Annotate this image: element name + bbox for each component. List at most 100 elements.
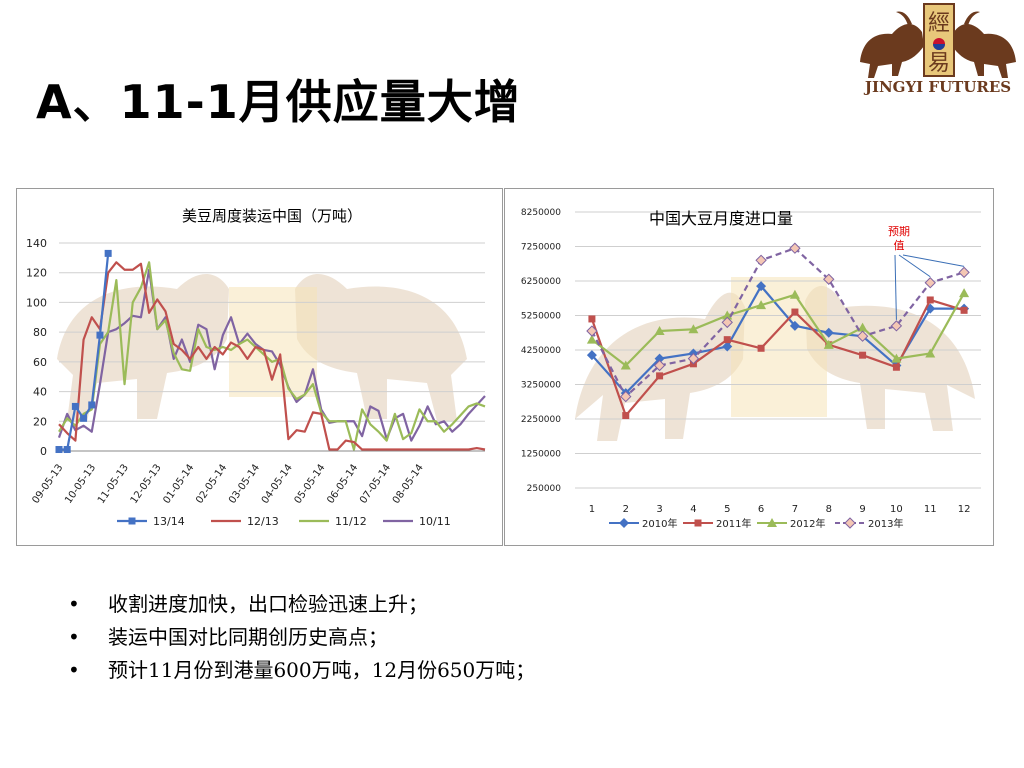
x-tick-label: 03-05-14 <box>227 462 262 505</box>
data-point <box>755 254 767 267</box>
legend-marker <box>844 517 856 529</box>
series-11-12 <box>58 261 486 451</box>
x-tick-label: 6 <box>758 504 764 515</box>
data-point <box>80 414 88 422</box>
legend-label: 10/11 <box>419 515 451 528</box>
data-point <box>789 242 801 254</box>
series-2012年 <box>586 288 970 370</box>
data-point <box>588 315 596 323</box>
y-tick-label: 4250000 <box>521 346 561 356</box>
annotation-arrow <box>902 254 965 267</box>
legend-label: 2012年 <box>790 517 825 530</box>
series-line <box>590 247 965 398</box>
x-tick-label: 06-05-14 <box>325 462 360 505</box>
logo-glyph-1: 經 <box>928 11 950 36</box>
data-point <box>653 359 666 372</box>
data-point <box>55 446 63 454</box>
data-point <box>857 322 868 332</box>
y-tick-label: 8250000 <box>521 208 561 218</box>
series-2011年 <box>588 296 968 420</box>
data-point <box>856 330 869 342</box>
data-point <box>925 348 936 358</box>
y-tick-label: 1250000 <box>521 450 561 460</box>
data-point <box>656 372 664 380</box>
y-tick-label: 20 <box>33 415 47 428</box>
x-tick-label: 11 <box>924 504 937 515</box>
data-point <box>586 325 598 337</box>
data-point <box>586 334 597 344</box>
legend-marker <box>694 519 702 527</box>
data-point <box>791 308 799 316</box>
slide-title: A、11-1月供应量大增 <box>36 75 521 129</box>
data-point <box>722 310 733 320</box>
x-tick-label: 09-05-13 <box>30 462 65 505</box>
annotation-arrow <box>894 254 897 320</box>
y-tick-label: 60 <box>33 356 47 369</box>
data-point <box>63 446 71 454</box>
annotation-label: 预期 <box>888 225 910 238</box>
x-tick-label: 1 <box>589 504 595 515</box>
series-10-11 <box>57 268 486 442</box>
data-point <box>654 326 665 336</box>
x-tick-label: 10-05-13 <box>63 462 98 505</box>
series-2013年 <box>586 242 970 403</box>
monthly-import-plot: 250000 1250000 2250000 3250000 4250000 525000… <box>521 208 981 530</box>
y-tick-label: 40 <box>33 386 47 399</box>
chart-title: 中国大豆月度进口量 <box>649 209 793 228</box>
weekly-shipment-chart: 美豆周度装运中国（万吨） 0 20 40 60 80 100 120 140 09-05-13 10… <box>16 188 503 546</box>
y-tick-label: 5250000 <box>521 312 561 322</box>
x-tick-label: 02-05-14 <box>194 462 229 505</box>
legend-label: 11/12 <box>335 515 367 528</box>
bullet-item: 装运中国对比同期创历史高点； <box>68 621 535 654</box>
data-point <box>859 351 867 359</box>
bull-logo-icon: 經 易 <box>860 3 1016 78</box>
data-point <box>654 353 665 364</box>
y-tick-label: 100 <box>26 296 47 309</box>
legend-label: 2011年 <box>716 517 751 530</box>
x-tick-label: 04-05-14 <box>260 462 295 505</box>
data-point <box>789 289 800 299</box>
x-tick-label: 11-05-13 <box>96 462 131 505</box>
data-point <box>958 266 970 279</box>
series-line <box>57 268 486 442</box>
weekly-shipment-plot: 美豆周度装运中国（万吨）02040608010012014009-05-1310… <box>26 207 486 528</box>
data-point <box>620 390 632 403</box>
legend-label: 13/14 <box>153 515 185 528</box>
logo-text: JINGYI FUTURES <box>864 78 1012 96</box>
series-line <box>58 261 486 451</box>
y-tick-label: 0 <box>40 445 47 458</box>
bullet-item: 预计11月份到港量600万吨，12月份650万吨； <box>68 654 535 687</box>
data-point <box>823 339 834 349</box>
y-tick-label: 120 <box>26 267 47 280</box>
data-point <box>924 277 936 289</box>
data-point <box>723 336 731 344</box>
series-line <box>590 298 965 417</box>
legend-marker <box>128 517 136 525</box>
data-point <box>722 341 733 352</box>
legend-label: 2010年 <box>642 517 677 530</box>
data-point <box>757 344 765 352</box>
annotation-arrow <box>898 254 931 278</box>
annotation-label: 值 <box>894 239 905 252</box>
series-2010年 <box>586 281 970 399</box>
x-tick-label: 4 <box>690 504 696 515</box>
data-point <box>892 363 900 371</box>
data-point <box>622 412 630 420</box>
logo-glyph-2: 易 <box>928 51 950 76</box>
x-tick-label: 3 <box>656 504 662 515</box>
data-point <box>823 327 834 338</box>
y-tick-label: 7250000 <box>521 243 561 253</box>
y-tick-label: 6250000 <box>521 277 561 287</box>
monthly-import-chart: 250000 1250000 2250000 3250000 4250000 525000… <box>504 188 994 546</box>
data-point <box>823 273 835 285</box>
data-point <box>789 320 800 331</box>
x-tick-label: 7 <box>792 504 798 515</box>
x-tick-label: 08-05-14 <box>391 462 426 505</box>
x-tick-label: 2 <box>623 504 629 515</box>
legend-label: 12/13 <box>247 515 279 528</box>
data-point <box>96 331 104 339</box>
data-point <box>756 300 767 310</box>
bullet-item: 收割进度加快，出口检验迅速上升； <box>68 588 535 621</box>
chart-title: 美豆周度装运中国（万吨） <box>182 207 362 225</box>
series-13-14 <box>55 249 112 454</box>
